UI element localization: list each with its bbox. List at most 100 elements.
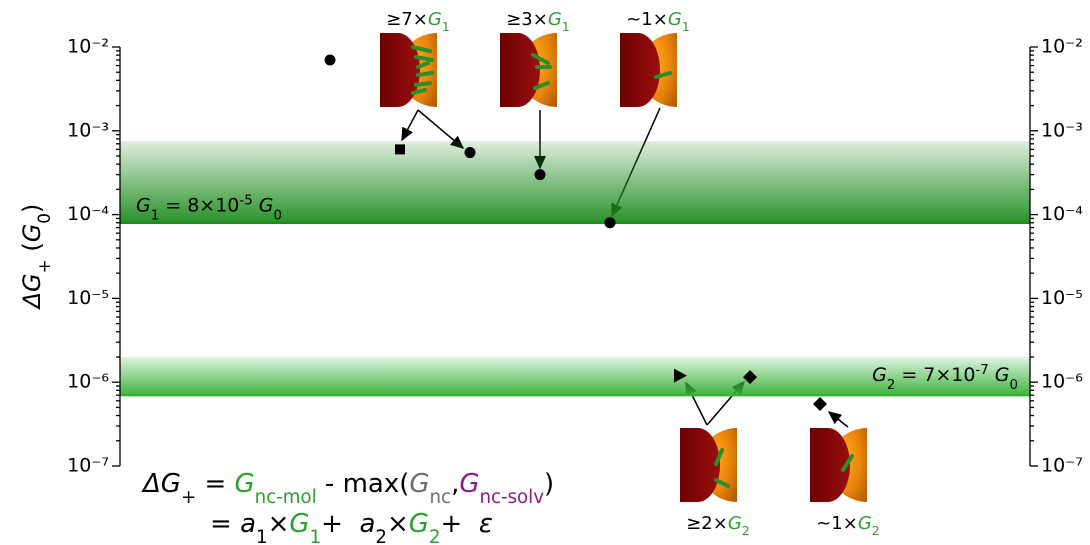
text-part: G — [728, 513, 742, 534]
text-part: nc-solv — [479, 487, 544, 508]
text-part: - max( — [317, 469, 410, 499]
point — [604, 217, 616, 229]
text-part: G — [872, 364, 887, 386]
point — [534, 169, 546, 181]
text-part: ε — [479, 509, 493, 539]
text-part: = 8×10 — [159, 195, 239, 217]
text-part: nc — [430, 487, 452, 508]
text-part: 1 — [682, 19, 690, 34]
point — [464, 147, 476, 159]
annotation: ~1×G2 — [816, 513, 880, 538]
text-part: a — [359, 509, 375, 539]
band — [120, 356, 1030, 396]
arrow — [401, 109, 419, 142]
text-part: = — [196, 469, 234, 499]
arrow — [827, 411, 849, 428]
text-part: + — [181, 487, 196, 508]
text-part: -5 — [239, 193, 252, 208]
text-part: , — [451, 469, 459, 499]
text-part: ΔG — [141, 469, 181, 499]
text-part: a — [240, 509, 256, 539]
point — [395, 144, 405, 155]
text-part: G — [259, 195, 274, 217]
y-tick-label: 10⁻² — [1041, 36, 1083, 58]
y-tick-label: 10⁻⁴ — [67, 203, 109, 225]
junction-cartoon — [620, 33, 677, 107]
annotation: ≥2×G2 — [686, 513, 750, 538]
annotation: ≥7×G1 — [386, 9, 450, 34]
text-part: 0 — [1010, 378, 1018, 393]
band-label: G2 = 7×10-7 G0 — [872, 363, 1018, 393]
annotation: ≥3×G1 — [506, 9, 570, 34]
text-part: + — [34, 259, 54, 273]
text-part: ( — [18, 242, 46, 259]
text-part: 1 — [151, 208, 159, 223]
text-part: ≥7× — [386, 9, 428, 30]
y-tick-label: 10⁻⁵ — [67, 287, 109, 309]
formula-line: ΔG+ = Gnc-mol - max(Gnc,Gnc-solv) — [141, 469, 554, 508]
text-part: 2 — [375, 527, 387, 545]
y-tick-label: 10⁻³ — [1041, 119, 1083, 141]
text-part: G — [289, 509, 309, 539]
point — [324, 54, 336, 66]
junction-cartoon — [810, 428, 867, 502]
text-part: + — [321, 509, 359, 539]
y-tick-label: 10⁻³ — [67, 119, 109, 141]
text-part: nc-mol — [255, 487, 317, 508]
point — [743, 370, 757, 385]
text-part: ) — [544, 469, 554, 499]
text-part: G — [995, 364, 1010, 386]
text-part: ≥3× — [506, 9, 548, 30]
text-part: 1 — [562, 19, 570, 34]
y-tick-label: 10⁻⁶ — [67, 371, 109, 393]
text-part: + — [440, 509, 478, 539]
text-part: 1 — [256, 527, 268, 545]
text-part: G — [459, 469, 479, 499]
text-part: 0 — [273, 208, 281, 223]
text-part: 0 — [34, 213, 54, 224]
text-part: ≥2× — [686, 513, 728, 534]
junction-cartoon — [680, 428, 737, 502]
junction-cartoon — [500, 33, 557, 107]
text-part: G — [235, 469, 255, 499]
text-part: G — [136, 195, 151, 217]
text-part: = — [210, 509, 240, 539]
text-part: -7 — [975, 363, 988, 378]
y-tick-label: 10⁻⁴ — [1041, 203, 1083, 225]
text-part: = 7×10 — [895, 364, 975, 386]
text-part: G — [18, 224, 46, 243]
text-part: G — [548, 9, 562, 30]
text-part: × — [268, 509, 290, 539]
annotation: ~1×G1 — [626, 9, 690, 34]
y-tick-label: 10⁻² — [67, 36, 109, 58]
y-axis-label: ΔG+ (G0) — [18, 204, 54, 311]
y-tick-label: 10⁻⁵ — [1041, 287, 1083, 309]
text-part: 2 — [429, 527, 441, 545]
y-tick-label: 10⁻⁷ — [1041, 455, 1083, 477]
text-part: ΔG — [18, 273, 46, 310]
text-part: G — [858, 513, 872, 534]
band — [120, 141, 1030, 223]
text-part: G — [428, 9, 442, 30]
text-part: 2 — [872, 523, 880, 538]
text-part: G — [668, 9, 682, 30]
text-part: 2 — [887, 378, 895, 393]
text-part: × — [387, 509, 409, 539]
point — [674, 368, 687, 383]
y-tick-label: 10⁻⁶ — [1041, 371, 1083, 393]
text-part: 1 — [310, 527, 322, 545]
formula-line: = a1×G1+ a2×G2+ ε — [210, 509, 493, 545]
point — [813, 396, 827, 411]
text-part: G — [409, 469, 429, 499]
y-tick-label: 10⁻⁷ — [67, 455, 109, 477]
junction-cartoon — [380, 33, 437, 107]
band-label: G1 = 8×10-5 G0 — [136, 193, 282, 223]
text-part: 1 — [442, 19, 450, 34]
text-part: G — [409, 509, 429, 539]
text-part: ) — [18, 204, 46, 213]
text-part: 2 — [742, 523, 750, 538]
text-part: ~1× — [816, 513, 858, 534]
text-part: ~1× — [626, 9, 668, 30]
